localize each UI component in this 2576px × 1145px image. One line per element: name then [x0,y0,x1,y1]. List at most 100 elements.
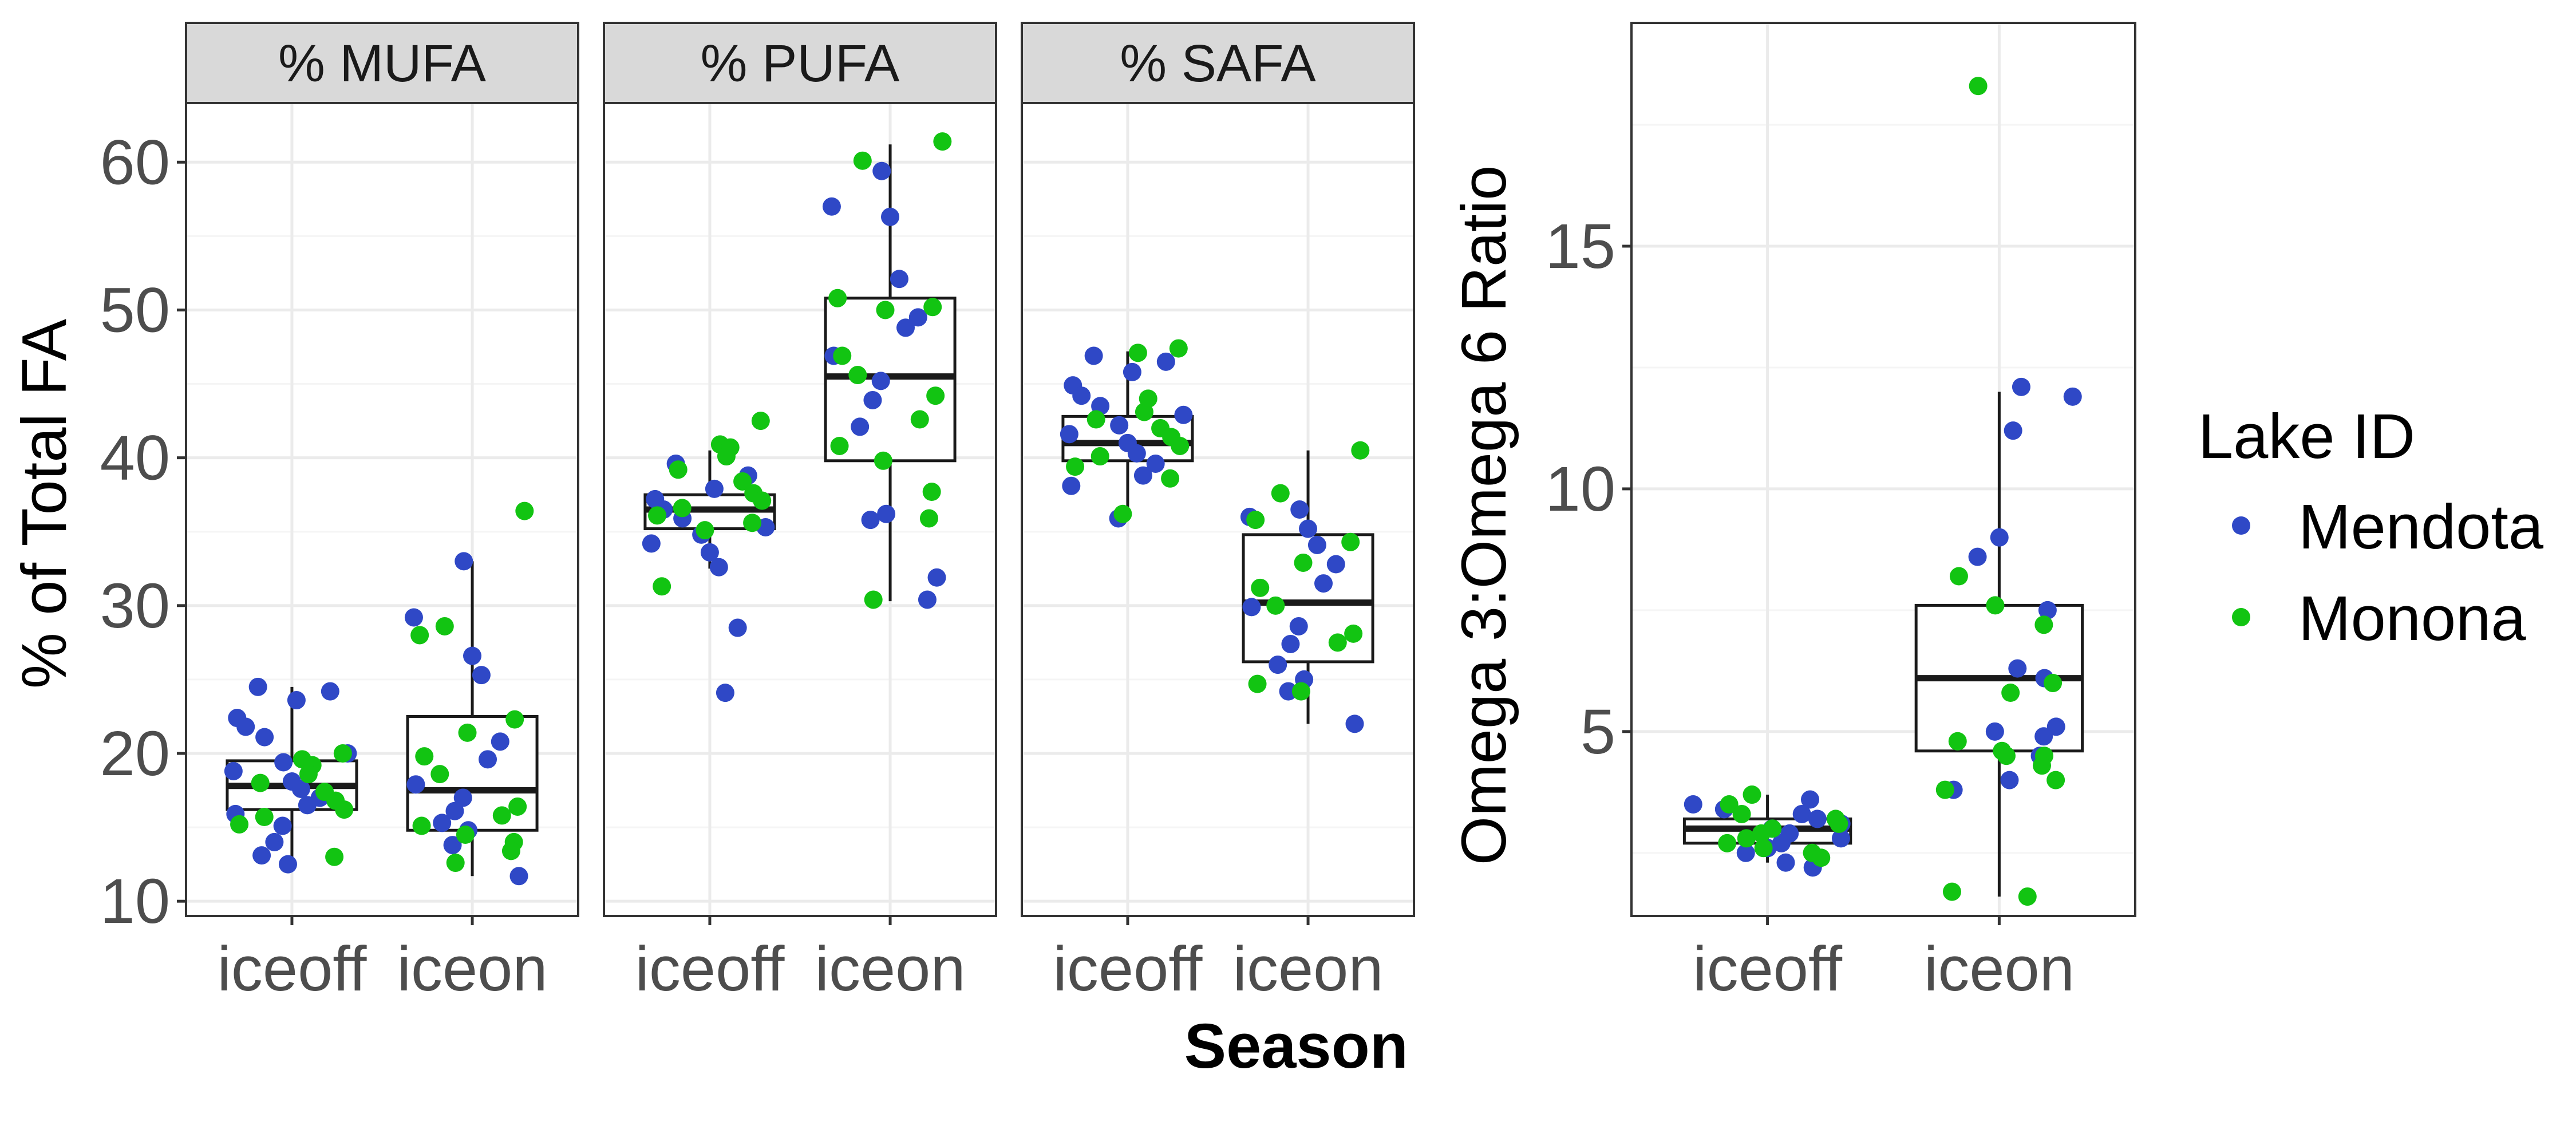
data-point-mendota-iceon [1242,598,1261,617]
data-point-mendota-iceon [1307,535,1326,554]
data-point-monona-iceon [874,451,892,470]
data-point-mendota-iceoff [1174,405,1193,424]
data-point-monona-iceoff [1718,834,1737,852]
data-point-monona-iceoff [1169,339,1188,358]
data-point-monona-iceon [922,483,941,502]
data-point-monona-iceon [2044,674,2063,693]
y-tick-label-50: 50 [100,275,170,345]
data-point-mendota-iceoff [265,832,284,851]
data-point-mendota-iceoff [1062,476,1081,495]
data-point-monona-iceoff [1161,469,1180,488]
data-point-mendota-iceoff [321,682,339,701]
y-tick-label-30: 30 [100,571,170,641]
data-point-monona-iceon [830,436,849,455]
data-point-mendota-iceon [2038,601,2057,619]
data-point-mendota-iceon [871,372,890,390]
data-point-monona-iceon [1935,780,1954,799]
data-point-monona-iceoff [1171,436,1190,455]
data-point-mendota-iceoff [1801,790,1820,809]
panel-background [1022,103,1414,916]
data-point-monona-iceoff [1743,785,1761,804]
strip-mufa [185,22,579,104]
data-point-mendota-iceoff [248,677,267,696]
panel-border [1630,22,2136,917]
data-point-monona-iceon [435,617,454,635]
data-point-monona-iceon [876,301,895,319]
legend: Lake ID Mendota Monona [2198,401,2544,654]
data-point-mendota-iceon [877,504,896,523]
data-point-monona-iceon [492,806,511,825]
data-point-monona-iceoff [1752,824,1771,843]
data-point-mendota-iceon [927,568,946,587]
data-point-mendota-iceon [433,814,452,832]
data-point-monona-iceon [1949,567,1968,586]
legend-key-monona [2232,608,2250,626]
data-point-monona-iceon [1341,532,1360,551]
data-point-mendota-iceoff [1133,466,1152,485]
data-point-mendota-iceon [1326,555,1345,574]
data-point-monona-iceoff [648,506,667,525]
data-point-monona-iceon [2033,756,2052,775]
data-point-monona-iceon [1351,441,1370,460]
data-point-mendota-iceon [472,666,491,685]
data-point-monona-iceon [926,386,945,405]
panel-omega-ratio: iceoff iceon 5 10 15 [1546,22,2136,1004]
data-point-monona-iceoff [733,472,752,491]
data-point-monona-iceoff [230,815,249,834]
data-point-monona-iceon [1997,747,2016,765]
data-point-monona-iceon [410,626,429,645]
data-point-mendota-iceon [2000,771,2019,789]
strip-label-mufa: % MUFA [278,34,487,93]
data-point-mendota-iceon [509,867,528,886]
data-point-mendota-iceon [861,511,880,530]
data-point-monona-iceon [833,346,852,365]
data-point-mendota-iceoff [700,543,719,562]
data-point-monona-iceon [1271,484,1290,503]
data-point-mendota-iceon [896,318,915,337]
data-point-monona-iceon [415,747,434,766]
data-point-monona-iceon [2001,684,2020,702]
data-point-mendota-iceoff [728,618,747,637]
data-point-monona-iceoff [669,460,688,479]
data-point-mendota-iceoff [1127,444,1146,463]
data-point-mendota-iceoff [255,728,274,747]
data-point-monona-iceon [1246,511,1265,530]
data-point-monona-iceon [828,289,847,307]
data-point-monona-iceoff [1732,804,1751,823]
data-point-mendota-iceon [2063,387,2082,406]
data-point-monona-iceon [1266,596,1285,615]
data-point-monona-iceon [864,590,883,609]
data-point-monona-iceon [2046,771,2065,789]
data-point-monona-iceoff [1812,848,1831,867]
data-point-mendota-iceoff [705,479,724,498]
data-point-mendota-iceoff [1684,795,1702,814]
data-point-mendota-iceon [890,270,908,289]
data-point-monona-iceon [412,816,431,835]
data-point-mendota-iceoff [278,855,297,874]
data-point-mendota-iceoff [642,534,661,553]
data-point-monona-iceon [910,410,929,429]
y-tick-label-15: 15 [1546,211,1615,282]
data-point-mendota-iceoff [273,816,292,835]
x-tick-label-iceoff: iceoff [217,934,366,1004]
data-point-monona-iceon [1948,732,1967,751]
data-point-mendota-iceon [1990,528,2009,547]
y-axis-title-omega-ratio: Omega 3:Omega 6 Ratio [1449,165,1519,866]
data-point-monona-iceoff [743,514,762,532]
data-point-mendota-iceon [2004,421,2022,440]
x-tick-label-iceoff: iceoff [635,934,784,1004]
data-point-monona-iceoff [753,491,772,510]
data-point-mendota-iceoff [291,779,310,798]
y-tick-label-20: 20 [100,718,170,789]
data-point-mendota-iceon [1299,519,1318,538]
data-point-monona-iceon [1294,553,1313,572]
data-point-mendota-iceon [881,207,900,226]
data-point-monona-iceon [458,723,477,742]
plot-panels: % MUFA iceoff iceon 10 20 30 40 50 60 % PUFA iceof… [100,22,2136,1004]
y-tick-label-40: 40 [100,423,170,493]
data-point-monona-iceon [430,765,449,784]
data-point-monona-iceoff [1113,504,1132,523]
data-point-monona-iceon [919,509,938,528]
data-point-mendota-iceon [1314,574,1333,593]
data-point-mendota-iceon [1968,547,1987,566]
